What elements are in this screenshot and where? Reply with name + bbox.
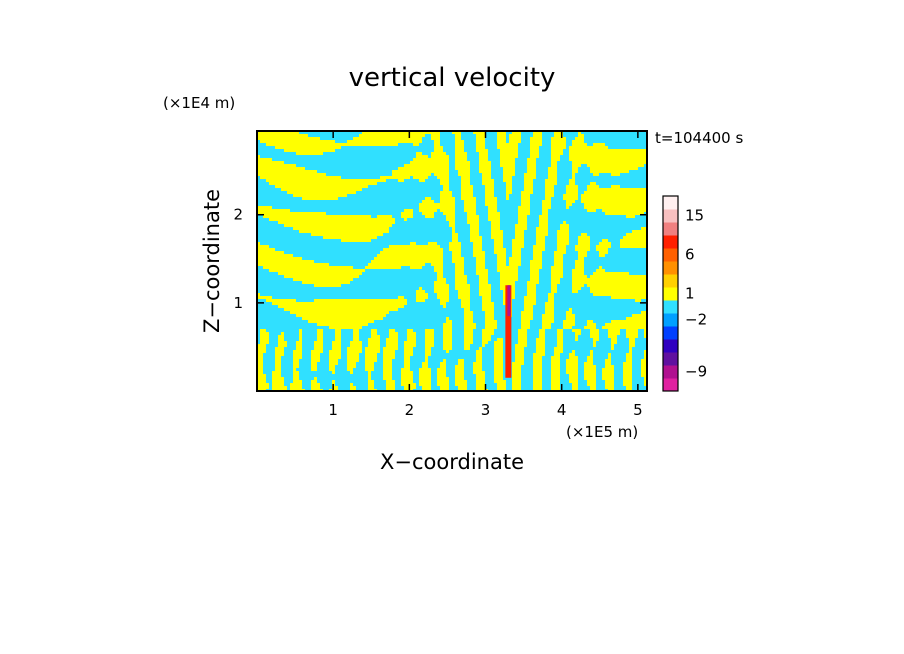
colorbar-swatch [663, 378, 678, 392]
colorbar-label: −9 [685, 363, 707, 381]
colorbar-swatch [663, 248, 678, 262]
colorbar-label: 15 [685, 207, 704, 225]
x-tick-label: 5 [633, 401, 643, 419]
colorbar-frame [662, 195, 679, 392]
colorbar-swatch [663, 300, 678, 314]
colorbar-swatch [663, 209, 678, 223]
jet-core [505, 285, 512, 378]
colorbar-label: 6 [685, 246, 695, 264]
y-tick-label: 2 [233, 206, 243, 224]
colorbar-label: −2 [685, 311, 707, 329]
time-label: t=104400 s [655, 129, 743, 147]
x-tick-label: 1 [328, 401, 338, 419]
colorbar-swatch [663, 261, 678, 275]
colorbar-swatch [663, 196, 678, 210]
x-tick-label: 2 [405, 401, 415, 419]
colorbar-swatch [663, 235, 678, 249]
colorbar-label: 1 [685, 285, 695, 303]
colorbar-swatch [663, 287, 678, 301]
x-tick-label: 4 [557, 401, 567, 419]
chart-title: vertical velocity [349, 63, 556, 93]
colorbar: −9 −2 1 6 15 [662, 195, 707, 392]
x-axis-title: X−coordinate [380, 450, 524, 474]
colorbar-swatch [663, 326, 678, 340]
colorbar-swatch [663, 274, 678, 288]
colorbar-swatch [663, 352, 678, 366]
y-unit-label: (×1E4 m) [163, 94, 235, 112]
colorbar-swatch [663, 339, 678, 353]
y-axis-title: Z−coordinate [200, 189, 224, 333]
colorbar-swatch [663, 313, 678, 327]
x-tick-label: 3 [481, 401, 491, 419]
x-unit-label: (×1E5 m) [566, 423, 638, 441]
contour-field [257, 131, 647, 391]
jet-downdraft [507, 285, 511, 317]
colorbar-swatch [663, 222, 678, 236]
plot-frame [256, 130, 648, 392]
colorbar-swatch [663, 365, 678, 379]
y-tick-label: 1 [233, 294, 243, 312]
axis-ticks: 1 2 3 4 5 1 2 [233, 131, 647, 419]
